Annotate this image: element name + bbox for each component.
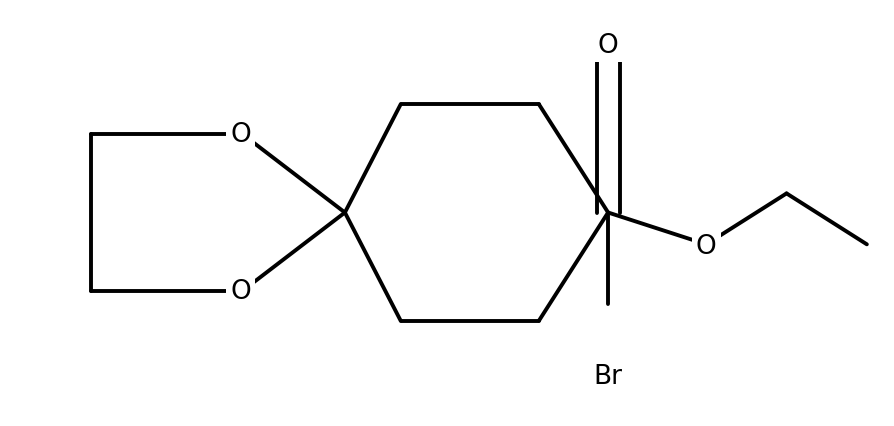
Text: O: O <box>597 33 618 59</box>
Text: O: O <box>230 122 250 148</box>
Text: O: O <box>230 278 250 304</box>
Text: Br: Br <box>593 363 622 389</box>
Text: O: O <box>696 234 716 260</box>
